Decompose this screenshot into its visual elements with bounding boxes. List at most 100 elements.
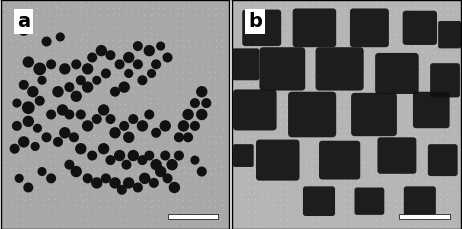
Circle shape [139, 173, 151, 184]
Circle shape [46, 59, 56, 69]
Circle shape [23, 183, 33, 193]
Circle shape [115, 59, 125, 69]
Circle shape [163, 173, 172, 183]
Circle shape [151, 128, 161, 138]
Circle shape [71, 166, 82, 177]
FancyBboxPatch shape [292, 8, 336, 47]
Circle shape [59, 63, 71, 75]
Circle shape [196, 86, 207, 97]
Circle shape [98, 104, 109, 116]
Circle shape [109, 127, 121, 139]
Circle shape [163, 52, 172, 63]
FancyBboxPatch shape [233, 89, 277, 131]
Circle shape [123, 132, 134, 143]
Circle shape [64, 160, 74, 170]
Circle shape [124, 69, 134, 78]
Circle shape [69, 132, 79, 142]
FancyBboxPatch shape [256, 140, 299, 181]
Circle shape [144, 150, 154, 161]
FancyBboxPatch shape [377, 137, 416, 174]
Circle shape [46, 173, 56, 183]
Circle shape [160, 150, 170, 161]
Circle shape [190, 121, 200, 131]
Circle shape [105, 50, 116, 60]
Circle shape [155, 166, 166, 177]
Circle shape [12, 98, 21, 108]
Circle shape [151, 59, 161, 69]
FancyBboxPatch shape [316, 47, 364, 90]
Circle shape [71, 59, 81, 69]
Circle shape [19, 80, 29, 90]
Circle shape [83, 173, 93, 183]
Circle shape [137, 75, 147, 85]
Circle shape [133, 41, 143, 51]
Circle shape [64, 109, 74, 120]
Circle shape [197, 166, 207, 177]
Circle shape [71, 90, 82, 102]
Circle shape [123, 177, 134, 189]
Circle shape [33, 124, 42, 133]
Circle shape [56, 32, 65, 41]
Circle shape [105, 114, 116, 124]
Text: b: b [248, 12, 262, 31]
Bar [168, 214, 218, 219]
FancyBboxPatch shape [242, 10, 281, 46]
FancyBboxPatch shape [354, 188, 384, 215]
Circle shape [144, 45, 155, 56]
Circle shape [118, 82, 130, 93]
Circle shape [166, 159, 178, 170]
Circle shape [174, 150, 184, 161]
FancyBboxPatch shape [288, 92, 336, 137]
Circle shape [174, 132, 184, 142]
Circle shape [42, 132, 52, 142]
Circle shape [76, 75, 86, 85]
Circle shape [123, 52, 134, 63]
Circle shape [137, 120, 148, 132]
Circle shape [52, 86, 64, 97]
FancyBboxPatch shape [303, 186, 335, 216]
FancyBboxPatch shape [319, 141, 360, 180]
Circle shape [178, 120, 189, 132]
Circle shape [23, 116, 34, 127]
FancyBboxPatch shape [233, 144, 254, 167]
Circle shape [182, 109, 194, 120]
Circle shape [18, 25, 30, 36]
Circle shape [35, 96, 45, 106]
Circle shape [87, 52, 97, 63]
Circle shape [110, 87, 120, 97]
Circle shape [82, 120, 93, 132]
Circle shape [37, 167, 47, 176]
Circle shape [169, 182, 180, 193]
FancyBboxPatch shape [403, 11, 437, 45]
Circle shape [196, 109, 207, 120]
Circle shape [133, 59, 143, 69]
Circle shape [64, 82, 74, 92]
Circle shape [109, 177, 121, 189]
Circle shape [101, 68, 111, 79]
FancyBboxPatch shape [404, 186, 436, 216]
Circle shape [82, 82, 93, 93]
Circle shape [57, 104, 68, 116]
Circle shape [18, 136, 30, 147]
Circle shape [46, 109, 56, 120]
Circle shape [101, 173, 111, 183]
Circle shape [96, 45, 107, 56]
Circle shape [87, 150, 97, 161]
Circle shape [190, 98, 200, 108]
FancyBboxPatch shape [430, 63, 460, 97]
Circle shape [105, 155, 116, 165]
FancyBboxPatch shape [375, 53, 419, 94]
Circle shape [156, 41, 165, 51]
Bar [399, 214, 450, 219]
Circle shape [151, 159, 162, 170]
Circle shape [133, 183, 143, 193]
Circle shape [15, 174, 24, 183]
Circle shape [37, 76, 47, 85]
Circle shape [122, 160, 132, 170]
Circle shape [23, 56, 34, 68]
FancyBboxPatch shape [413, 92, 450, 128]
Circle shape [92, 76, 101, 85]
FancyBboxPatch shape [260, 47, 305, 90]
Circle shape [117, 185, 127, 195]
Circle shape [98, 143, 109, 154]
